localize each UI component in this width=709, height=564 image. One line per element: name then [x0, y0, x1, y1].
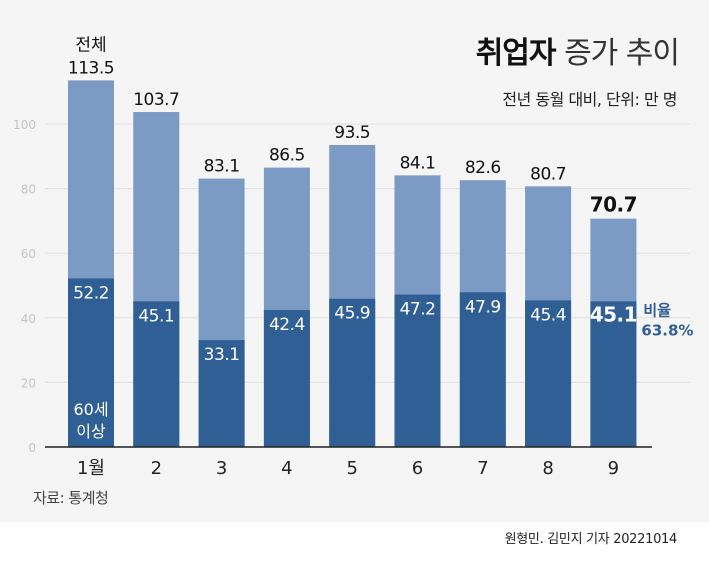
bar-age60 [68, 278, 114, 447]
x-tick-label: 7 [477, 458, 488, 479]
total-value-label: 83.1 [204, 157, 240, 177]
x-tick-label: 3 [216, 458, 227, 479]
chart-subtitle: 전년 동월 대비, 단위: 만 명 [502, 90, 677, 109]
y-tick-label: 80 [21, 183, 36, 197]
x-tick-label: 6 [412, 458, 423, 479]
x-tick-label: 4 [281, 458, 292, 479]
bar-age60 [394, 294, 441, 447]
bar-age60 [459, 292, 506, 447]
credit-line: 원형민. 김민지 기자 20221014 [504, 532, 678, 547]
bar-age60 [263, 310, 310, 447]
y-tick-label: 60 [21, 247, 36, 261]
chart-title: 취업자 증가 추이 [475, 28, 680, 72]
total-value-label: 80.7 [530, 164, 566, 184]
total-value-label: 103.7 [133, 90, 179, 110]
age60-value-label: 33.1 [204, 345, 240, 365]
title-bold: 취업자 [475, 36, 557, 71]
bar-chart: 0 20 40 60 80 100 113.5 52.2 1월 103.7 45.1 2 83.1 33.… [13, 35, 693, 479]
total-value-label: 93.5 [334, 123, 370, 143]
series-label-total: 전체 [75, 35, 106, 55]
x-tick-label: 5 [346, 458, 357, 479]
x-tick-label: 8 [542, 458, 553, 479]
total-value-label: 82.6 [465, 158, 501, 178]
bar-age60 [198, 340, 245, 447]
x-tick-label: 2 [151, 458, 162, 479]
age60-value-label: 45.4 [530, 305, 566, 325]
bar-age60 [525, 300, 572, 447]
age60-value-label: 52.2 [73, 283, 109, 303]
y-tick-label: 0 [28, 441, 36, 455]
y-tick-label: 100 [13, 118, 36, 132]
ratio-label: 비율 [643, 301, 671, 319]
bar-age60 [133, 301, 180, 447]
total-value-label: 113.5 [68, 58, 114, 78]
bar-age60 [329, 298, 376, 447]
age60-value-label: 45.1 [590, 302, 637, 326]
title-light: 증가 추이 [564, 36, 680, 71]
y-tick-label: 20 [21, 376, 36, 390]
source-note: 자료: 통계청 [33, 489, 109, 507]
age60-value-label: 47.2 [400, 300, 436, 320]
bar-age60 [590, 301, 637, 447]
total-value-label: 84.1 [400, 153, 436, 173]
series-label-age60: 60세 [73, 400, 108, 419]
y-tick-label: 40 [21, 312, 36, 326]
age60-value-label: 45.9 [334, 304, 370, 324]
ratio-value: 63.8% [641, 321, 693, 339]
series-label-age60: 이상 [76, 422, 106, 441]
x-tick-label: 9 [608, 458, 619, 479]
total-value-label: 86.5 [269, 146, 305, 166]
age60-value-label: 47.9 [465, 297, 501, 317]
x-tick-label: 1월 [77, 458, 105, 479]
age60-value-label: 45.1 [138, 306, 174, 326]
total-value-label: 70.7 [590, 193, 637, 217]
age60-value-label: 42.4 [269, 315, 305, 335]
